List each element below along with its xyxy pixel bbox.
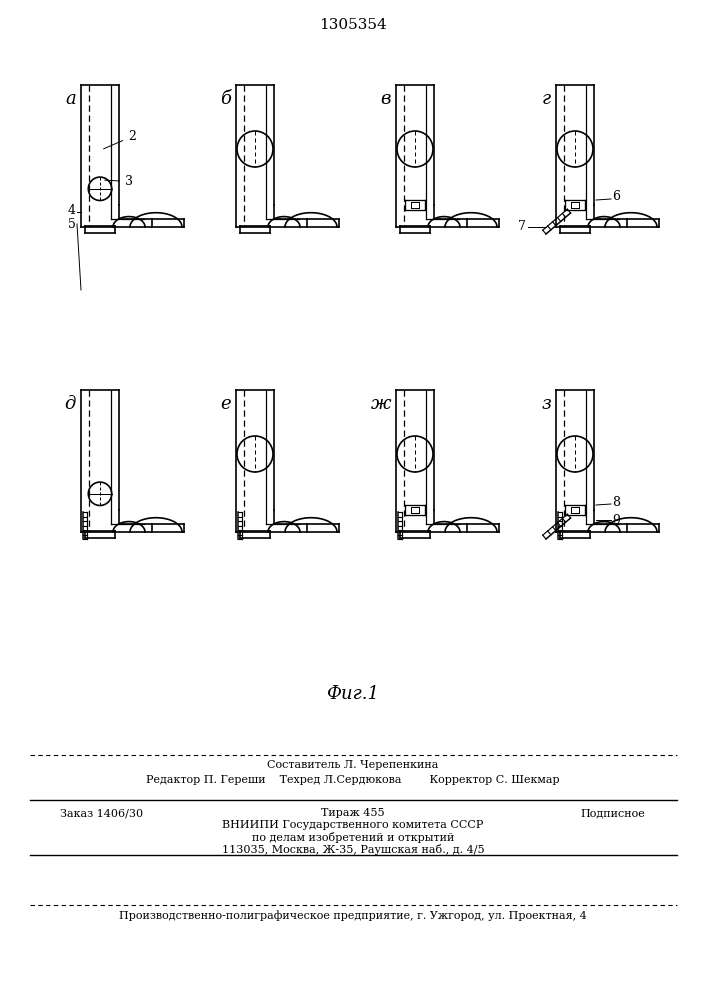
Text: Редактор П. Гереши    Техред Л.Сердюкова        Корректор С. Шекмар: Редактор П. Гереши Техред Л.Сердюкова Ко… [146, 775, 560, 785]
Text: 8: 8 [612, 495, 620, 508]
Text: з: з [541, 395, 551, 413]
Text: 6: 6 [612, 190, 620, 204]
Text: Производственно-полиграфическое предприятие, г. Ужгород, ул. Проектная, 4: Производственно-полиграфическое предприя… [119, 910, 587, 921]
Text: а: а [65, 90, 76, 108]
Text: Заказ 1406/30: Заказ 1406/30 [60, 808, 143, 818]
Text: д: д [64, 395, 76, 413]
Text: 1305354: 1305354 [319, 18, 387, 32]
Text: Подписное: Подписное [580, 808, 645, 818]
Text: в: в [380, 90, 391, 108]
Text: 5: 5 [68, 219, 76, 232]
Text: е: е [221, 395, 231, 413]
Text: 113035, Москва, Ж-35, Раушская наб., д. 4/5: 113035, Москва, Ж-35, Раушская наб., д. … [222, 844, 484, 855]
Text: ВНИИПИ Государственного комитета СССР: ВНИИПИ Государственного комитета СССР [222, 820, 484, 830]
Text: Тираж 455: Тираж 455 [321, 808, 385, 818]
Text: ж: ж [370, 395, 391, 413]
Text: по делам изобретений и открытий: по делам изобретений и открытий [252, 832, 454, 843]
Text: 7: 7 [518, 221, 526, 233]
Text: г: г [542, 90, 551, 108]
Text: Фиг.1: Фиг.1 [327, 685, 380, 703]
Text: б: б [220, 90, 231, 108]
Text: 3: 3 [105, 175, 133, 188]
Text: 9: 9 [612, 514, 620, 526]
Text: 2: 2 [103, 130, 136, 149]
Text: 4: 4 [68, 204, 76, 217]
Text: Составитель Л. Черепенкина: Составитель Л. Черепенкина [267, 760, 438, 770]
